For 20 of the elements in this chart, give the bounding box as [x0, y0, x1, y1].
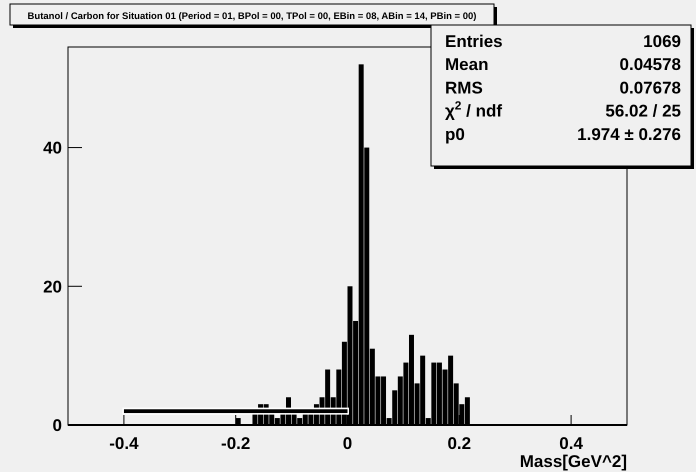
x-tick-label: 0.2 [447, 434, 472, 453]
x-tick-label: 0 [342, 434, 352, 453]
x-axis-title: Mass[GeV^2] [520, 452, 627, 471]
annotation: 0.07678 [620, 78, 681, 98]
y-tick-label: 0 [52, 416, 62, 435]
text: 1069 [643, 32, 681, 51]
annotation: 1.974 ± 0.276 [577, 124, 681, 144]
x-tick-label: 0.4 [559, 434, 584, 453]
y-tick-label: 20 [43, 277, 62, 296]
annotation: χ$^{2}$ / ndf [445, 98, 502, 121]
annotation: 0.04578 [620, 55, 681, 74]
annotation: p0 [445, 124, 465, 144]
annotation: 56.02 / 25 [605, 102, 681, 121]
annotation: Mean [445, 55, 488, 74]
y-tick-label: 40 [43, 138, 62, 158]
annotation: RMS [445, 78, 483, 98]
x-tick-label: -0.2 [221, 434, 250, 453]
x-tick-label: -0.4 [109, 434, 140, 453]
annotation: Entries [445, 32, 503, 51]
chart-title: Butanol / Carbon for Situation 01 (Period = 01, BPol = 00, TPol = 00, EBin = 08, ABin = 14, PBin = 00) [28, 11, 476, 22]
